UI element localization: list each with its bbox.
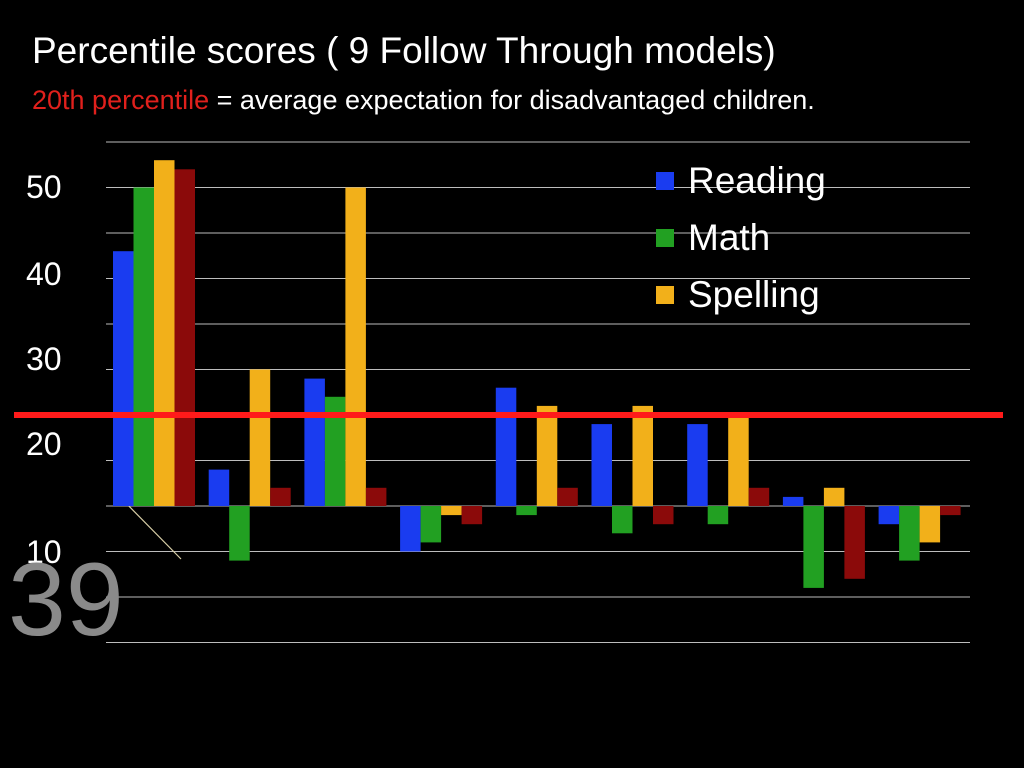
legend-label-math: Math <box>688 216 771 258</box>
bar-math <box>707 506 729 525</box>
bar-series-4 <box>174 169 195 507</box>
bar-series-4 <box>940 506 961 516</box>
legend-item-math: Math <box>656 209 826 266</box>
chart-subtitle: 20th percentile = average expectation fo… <box>32 85 815 116</box>
bar-math <box>420 506 442 543</box>
bar-spelling <box>632 405 653 506</box>
bar-spelling <box>728 415 749 506</box>
bar-reading <box>208 469 230 506</box>
y-tick-label: 40 <box>26 256 62 292</box>
y-tick-label: 10 <box>26 534 62 570</box>
legend-swatch-math <box>656 228 674 247</box>
bar-reading <box>878 506 900 525</box>
bar-spelling <box>154 160 175 506</box>
bar-spelling <box>345 187 366 506</box>
bar-spelling <box>249 369 271 506</box>
legend-label-spelling: Spelling <box>688 273 820 315</box>
bar-reading <box>113 251 134 506</box>
bar-math <box>612 506 633 534</box>
y-tick-label: 30 <box>26 341 62 377</box>
bar-spelling <box>536 405 558 506</box>
bar-series-4 <box>653 506 674 525</box>
bar-series-4 <box>748 487 770 506</box>
bar-reading <box>782 496 804 506</box>
bar-math <box>324 396 346 506</box>
subtitle-highlight: 20th percentile <box>32 85 210 115</box>
y-tick-label: 50 <box>26 169 62 205</box>
bar-math <box>229 506 250 561</box>
bar-math <box>803 506 824 588</box>
legend-swatch-spelling <box>656 285 674 304</box>
slide-number: 39 <box>8 542 124 658</box>
bar-series-4 <box>270 487 291 506</box>
bar-spelling <box>441 506 462 516</box>
bar-math <box>899 506 920 561</box>
legend-label-reading: Reading <box>688 159 826 201</box>
bar-reading <box>400 506 421 552</box>
bar-math <box>516 506 537 516</box>
bar-series-4 <box>844 506 865 579</box>
subtitle-text: = average expectation for disadvantaged … <box>209 85 815 115</box>
bar-series-4 <box>461 506 483 525</box>
legend-item-reading: Reading <box>656 152 826 209</box>
bar-math <box>133 187 154 506</box>
bar-spelling <box>823 487 845 506</box>
legend-item-spelling: Spelling <box>656 266 826 323</box>
chart-title: Percentile scores ( 9 Follow Through mod… <box>32 30 776 71</box>
bar-reading <box>495 387 517 506</box>
legend-swatch-reading <box>656 171 674 190</box>
bar-series-4 <box>557 487 578 506</box>
bar-spelling <box>919 506 941 543</box>
bar-reading <box>687 424 708 506</box>
bar-reading <box>304 378 325 506</box>
bar-reading <box>591 424 612 506</box>
y-tick-label: 20 <box>26 426 62 462</box>
chart-legend: Reading Math Spelling <box>656 152 826 323</box>
bar-series-4 <box>365 487 387 506</box>
